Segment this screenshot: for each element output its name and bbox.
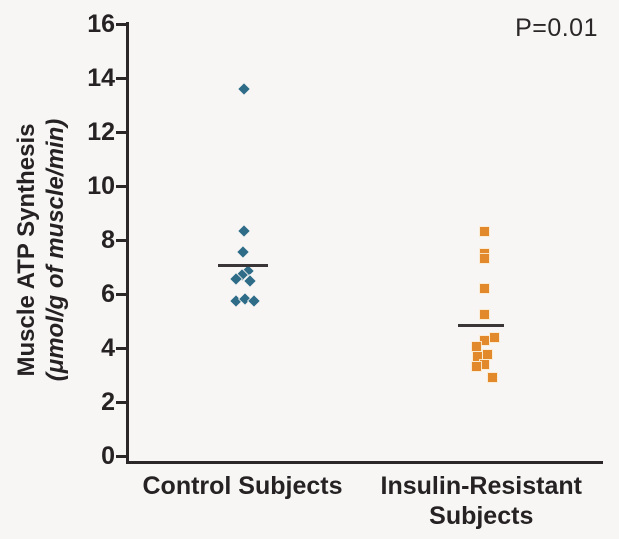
diamond-data-point bbox=[238, 224, 250, 237]
y-tick-4 bbox=[116, 346, 126, 350]
mean-line-control bbox=[218, 264, 268, 268]
y-tick-14 bbox=[116, 76, 126, 80]
square-data-point bbox=[471, 342, 481, 352]
square-data-point bbox=[487, 373, 497, 383]
mean-line-insulin-resistant bbox=[457, 323, 504, 327]
y-tick-label-8: 8 bbox=[101, 226, 115, 254]
y-tick-16 bbox=[116, 22, 126, 26]
square-data-point bbox=[489, 332, 499, 342]
y-tick-label-14: 14 bbox=[87, 64, 115, 92]
y-tick-label-2: 2 bbox=[101, 388, 115, 416]
square-data-point bbox=[479, 227, 489, 237]
square-data-point bbox=[479, 249, 489, 258]
y-tick-label-12: 12 bbox=[87, 118, 115, 146]
y-tick-12 bbox=[116, 130, 126, 134]
group-label-insulin-resistant: Insulin-Resistant Subjects bbox=[380, 472, 582, 530]
y-axis-title-line1: Muscle ATP Synthesis bbox=[13, 123, 40, 377]
y-tick-label-6: 6 bbox=[101, 280, 115, 308]
y-tick-6 bbox=[116, 292, 126, 296]
y-tick-label-4: 4 bbox=[101, 334, 115, 362]
y-tick-8 bbox=[116, 238, 126, 242]
square-data-point bbox=[479, 359, 489, 369]
square-data-point bbox=[471, 362, 481, 372]
square-data-point bbox=[479, 284, 489, 294]
square-data-point bbox=[479, 309, 489, 319]
y-tick-label-10: 10 bbox=[87, 172, 115, 200]
square-data-point bbox=[472, 351, 482, 361]
y-tick-label-16: 16 bbox=[87, 10, 115, 38]
y-tick-10 bbox=[116, 184, 126, 188]
p-value-annotation: P=0.01 bbox=[515, 14, 598, 42]
y-axis-line bbox=[126, 22, 129, 464]
group-label-control: Control Subjects bbox=[142, 472, 343, 500]
diamond-data-point bbox=[248, 295, 260, 307]
y-tick-2 bbox=[116, 400, 126, 404]
square-data-point bbox=[482, 350, 492, 360]
x-axis-line bbox=[126, 461, 603, 464]
diamond-data-point bbox=[237, 246, 249, 258]
square-data-point bbox=[479, 254, 489, 264]
y-tick-0 bbox=[116, 454, 126, 458]
diamond-data-point bbox=[238, 83, 250, 95]
square-data-point bbox=[479, 335, 489, 345]
y-tick-label-0: 0 bbox=[101, 442, 115, 470]
